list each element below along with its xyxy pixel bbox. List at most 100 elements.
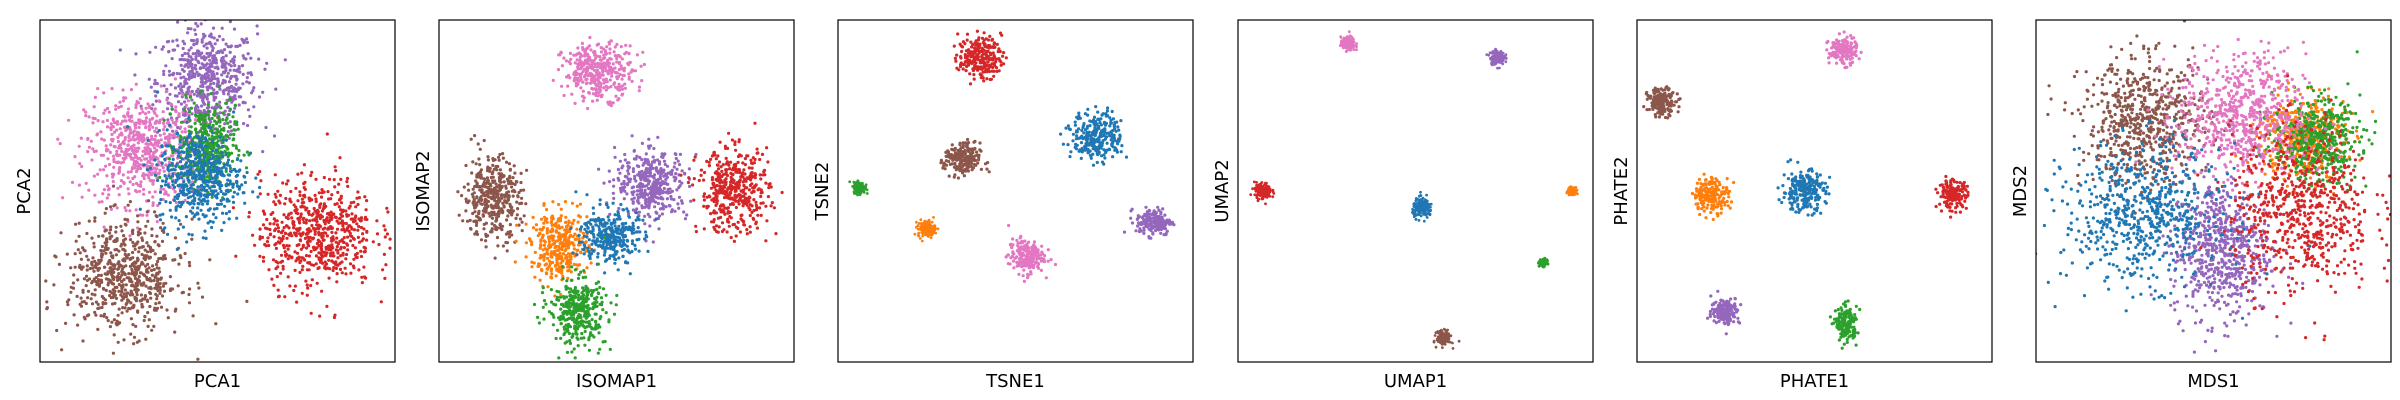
scatter-point: [192, 101, 196, 105]
scatter-point: [226, 178, 230, 182]
scatter-point: [112, 239, 116, 243]
scatter-point: [202, 119, 206, 123]
scatter-point: [129, 152, 133, 156]
scatter-point: [77, 234, 81, 238]
scatter-point: [202, 44, 206, 48]
scatter-point: [71, 281, 75, 285]
scatter-point: [497, 209, 501, 213]
scatter-point: [233, 63, 237, 68]
scatter-point: [315, 241, 319, 246]
scatter-point: [165, 128, 169, 132]
scatter-point: [707, 164, 712, 168]
scatter-point: [677, 163, 682, 167]
scatter-point: [320, 231, 324, 236]
scatter-point: [354, 253, 358, 257]
scatter-point: [298, 190, 302, 194]
scatter-point: [123, 137, 127, 141]
scatter-point: [208, 219, 212, 223]
scatter-point: [145, 210, 149, 214]
scatter-point: [205, 202, 209, 206]
scatter-point: [487, 182, 491, 186]
scatter-point: [166, 144, 170, 148]
scatter-point: [769, 185, 773, 189]
scatter-point: [188, 135, 192, 139]
scatter-point: [640, 79, 644, 83]
scatter-point: [562, 93, 566, 98]
scatter-point: [236, 184, 240, 188]
scatter-point: [363, 195, 367, 199]
scatter-point: [183, 100, 187, 104]
scatter-point: [180, 120, 184, 124]
scatter-point: [593, 53, 597, 57]
scatter-point: [687, 176, 691, 180]
scatter-point: [164, 163, 168, 167]
scatter-point: [720, 169, 724, 173]
scatter-point: [320, 188, 324, 192]
scatter-point: [134, 169, 139, 174]
scatter-point: [680, 169, 684, 173]
scatter-point: [140, 252, 144, 257]
scatter-point: [297, 226, 302, 231]
scatter-point: [137, 163, 142, 167]
scatter-point: [361, 232, 365, 236]
scatter-point: [157, 266, 161, 270]
scatter-point: [506, 198, 510, 202]
scatter-point: [592, 68, 597, 72]
scatter-point: [114, 321, 118, 326]
scatter-point: [93, 95, 97, 99]
scatter-point: [579, 72, 584, 76]
scatter-point: [109, 296, 113, 300]
scatter-point: [717, 160, 722, 164]
scatter-point: [111, 117, 115, 121]
scatter-point: [606, 69, 611, 73]
scatter-point: [727, 167, 732, 171]
scatter-point: [660, 179, 665, 184]
scatter-point: [185, 184, 189, 188]
scatter-point: [340, 209, 344, 214]
scatter-point: [129, 138, 133, 142]
scatter-point: [365, 238, 369, 242]
scatter-point: [149, 85, 153, 89]
scatter-point: [343, 229, 347, 233]
scatter-point: [261, 259, 266, 263]
scatter-point: [211, 190, 216, 194]
scatter-point: [586, 53, 590, 57]
scatter-point: [190, 237, 194, 241]
scatter-point: [208, 58, 212, 62]
scatter-point: [489, 191, 493, 195]
scatter-point: [293, 268, 297, 272]
scatter-point: [145, 168, 149, 172]
scatter-point: [200, 40, 204, 44]
scatter-point: [152, 308, 157, 312]
scatter-point: [192, 172, 196, 176]
scatter-point: [146, 160, 150, 164]
scatter-point: [173, 132, 177, 136]
scatter-point: [214, 193, 218, 198]
scatter-point: [795, 182, 798, 185]
scatter-point: [320, 215, 324, 219]
scatter-point: [142, 318, 146, 323]
scatter-point: [188, 110, 192, 114]
scatter-point: [495, 193, 499, 197]
scatter-point: [591, 61, 595, 65]
scatter-point: [600, 93, 604, 97]
scatter-point: [161, 128, 166, 132]
scatter-point: [336, 263, 340, 267]
scatter-point: [161, 257, 165, 261]
scatter-point: [90, 260, 94, 264]
scatter-point: [276, 265, 280, 269]
scatter-point: [153, 275, 157, 279]
scatter-point: [160, 164, 164, 168]
scatter-point: [496, 155, 501, 159]
scatter-point: [175, 132, 180, 136]
scatter-point: [210, 72, 214, 76]
scatter-point: [221, 211, 225, 215]
scatter-point: [605, 61, 610, 65]
scatter-point: [711, 182, 715, 186]
scatter-point: [385, 232, 389, 236]
scatter-point: [107, 193, 111, 197]
scatter-point: [91, 256, 95, 260]
scatter-point: [723, 185, 727, 189]
scatter-point: [375, 232, 380, 236]
scatter-point: [709, 186, 714, 190]
